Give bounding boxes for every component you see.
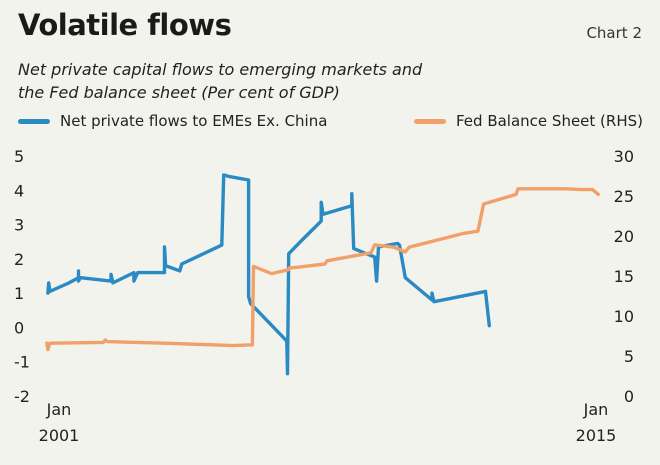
y-left-tick-label: -2 [14, 387, 30, 406]
y-right-tick-label: 10 [614, 307, 634, 326]
y-left-tick-label: 5 [14, 147, 24, 166]
chart-number: Chart 2 [586, 24, 642, 42]
series-line-fed [45, 187, 600, 352]
chart-title: Volatile flows [18, 8, 232, 42]
y-right-tick-label: 30 [614, 147, 634, 166]
y-left-tick-label: 1 [14, 284, 24, 303]
y-left-tick-label: -1 [14, 353, 30, 372]
legend: Net private flows to EMEs Ex. China Fed … [18, 112, 648, 134]
subtitle-line-2: the Fed balance sheet (Per cent of GDP) [18, 83, 340, 102]
x-tick-year-label: 2015 [576, 426, 617, 445]
legend-label-flows: Net private flows to EMEs Ex. China [60, 112, 328, 130]
chart-subtitle: Net private capital flows to emerging ma… [18, 58, 578, 104]
legend-swatch-flows [18, 118, 50, 124]
y-right-tick-label: 25 [614, 187, 634, 206]
y-right-tick-label: 0 [624, 387, 634, 406]
y-left-tick-label: 2 [14, 250, 24, 269]
legend-item-fed: Fed Balance Sheet (RHS) [414, 112, 643, 130]
x-tick-label: Jan [583, 400, 609, 419]
subtitle-line-1: Net private capital flows to emerging ma… [18, 60, 423, 79]
y-left-tick-label: 4 [14, 181, 24, 200]
x-tick-label: Jan [46, 400, 72, 419]
series-line-flows [46, 173, 491, 376]
y-right-tick-label: 15 [614, 267, 634, 286]
legend-item-flows: Net private flows to EMEs Ex. China [18, 112, 327, 130]
y-left-tick-label: 0 [14, 318, 24, 337]
y-left-tick-label: 3 [14, 216, 24, 235]
legend-label-fed: Fed Balance Sheet (RHS) [456, 112, 643, 130]
y-right-tick-label: 20 [614, 227, 634, 246]
x-tick-year-label: 2001 [39, 426, 80, 445]
y-right-tick-label: 5 [624, 347, 634, 366]
legend-swatch-fed [414, 118, 446, 124]
